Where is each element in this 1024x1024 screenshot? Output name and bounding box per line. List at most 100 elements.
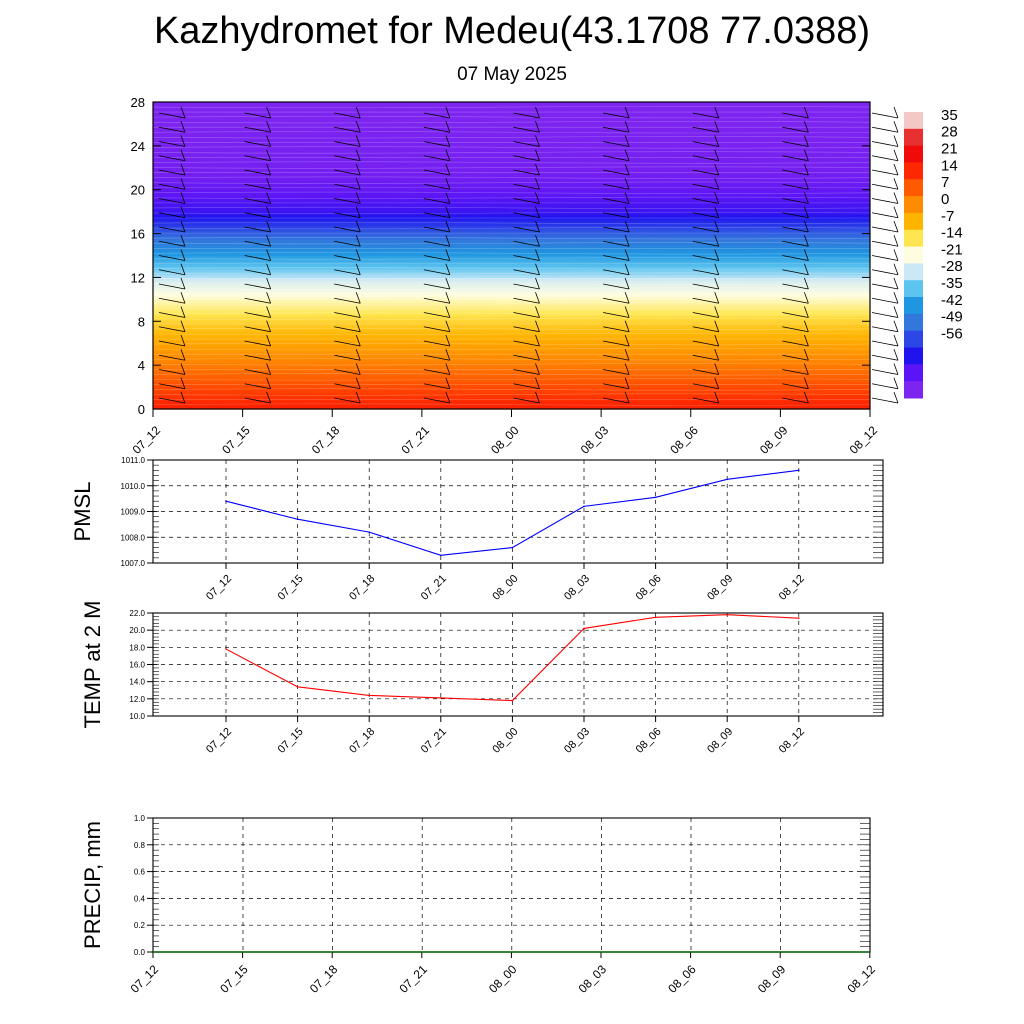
data-point [726, 478, 728, 481]
wind-barb-flag [535, 206, 540, 218]
colorbar-label: -49 [941, 309, 963, 326]
y-axis-label: PRECIP, mm [80, 821, 105, 949]
temperature-band [153, 370, 870, 374]
x-tick-label: 07_12 [204, 573, 234, 603]
wind-barb-flag [355, 106, 361, 119]
temperature-band [153, 132, 870, 136]
temperature-band [153, 307, 870, 311]
wind-barb [158, 269, 186, 276]
heatmap-x-tick-label: 08_06 [667, 423, 701, 457]
wind-barb-flag [624, 320, 630, 332]
wind-barb-flag [893, 277, 899, 290]
wind-barb [692, 112, 719, 119]
wind-barb-flag [803, 178, 809, 190]
wind-barb-flag [355, 363, 361, 375]
wind-barb-flag [180, 206, 186, 218]
wind-barb-flag [714, 121, 720, 133]
wind-barb-flag [535, 178, 540, 190]
temperature-band [153, 293, 870, 298]
wind-barb-flag [893, 249, 899, 261]
colorbar-segment [904, 145, 923, 163]
temperature-band [153, 121, 870, 125]
wind-barb-flag [803, 349, 809, 361]
temperature-band [153, 239, 870, 243]
temperature-band [153, 310, 870, 314]
wind-barb [871, 240, 899, 247]
data-point [368, 531, 371, 533]
temperature-band [153, 340, 870, 344]
wind-barb-flag [714, 149, 720, 161]
isoline [152, 302, 871, 305]
x-tick-label: 07_15 [276, 573, 306, 603]
wind-barb-flag [714, 263, 720, 275]
wind-barb-flag [445, 263, 451, 275]
colorbar-label: 35 [941, 107, 958, 124]
wind-barb-flag [445, 306, 451, 318]
wind-barb-flag [624, 121, 630, 133]
temperature-band [153, 406, 870, 410]
wind-barb-flag [803, 306, 809, 318]
temperature-band [153, 228, 870, 232]
temperature-band [153, 326, 870, 331]
wind-barb [871, 155, 899, 162]
data-point [440, 697, 442, 699]
x-tick-label: 07_21 [419, 726, 449, 756]
wind-barb [334, 312, 361, 318]
temperature-band [153, 126, 870, 131]
wind-barb-flag [535, 349, 540, 361]
wind-barb-flag [893, 163, 899, 176]
temperature-band [153, 260, 870, 265]
wind-barb [423, 312, 450, 318]
wind-barb [782, 240, 809, 247]
line-panel-2: 10.0 12.0 14.0 16.0 18.0 20.0 22.0 07_12 07_15 07… [80, 601, 884, 756]
heatmap-x-tick-label: 07_18 [309, 423, 343, 457]
colorbar-segment [904, 364, 923, 382]
x-tick-label: 07_21 [396, 962, 430, 996]
colorbar-segment [904, 280, 923, 298]
wind-barb [603, 269, 630, 276]
wind-barb [158, 198, 186, 204]
temperature-band [153, 373, 870, 377]
x-tick-label: 07_12 [128, 962, 162, 996]
temperature-band [153, 252, 870, 257]
wind-barb-flag [624, 106, 630, 119]
wind-barb-flag [803, 106, 809, 119]
wind-barb [158, 283, 186, 290]
wind-barb-flag [355, 377, 361, 389]
colorbar-label: 21 [941, 140, 958, 157]
wind-barb-flag [180, 135, 186, 147]
isoline [152, 121, 871, 124]
temperature-band [153, 110, 870, 114]
wind-barb [244, 183, 271, 190]
wind-barb-flag [714, 292, 720, 304]
wind-barb [513, 226, 540, 233]
wind-barb [334, 340, 361, 347]
wind-barb-flag [445, 249, 451, 261]
temperature-band [153, 348, 870, 353]
wind-barb-flag [893, 192, 899, 204]
temperature-band [153, 186, 870, 191]
wind-barb [692, 141, 719, 147]
wind-barb [334, 155, 361, 162]
wind-barb-flag [714, 249, 720, 261]
temperature-band [153, 255, 870, 259]
wind-barb-flag [355, 149, 361, 161]
wind-barb-flag [535, 220, 540, 233]
colorbar-segment [904, 381, 923, 399]
data-point [583, 627, 585, 630]
wind-barb-flag [445, 277, 451, 290]
temperature-band [153, 362, 870, 366]
line-panel-1: 1007.0 1008.0 1009.0 1010.0 1011.0 07_12 07_15… [70, 456, 884, 603]
wind-barb-flag [624, 263, 630, 275]
wind-barb-flag [893, 121, 899, 133]
temperature-band [153, 271, 870, 276]
wind-barb-flag [266, 306, 272, 318]
wind-barb [692, 326, 719, 333]
colorbar-segment [904, 246, 923, 264]
wind-barb [158, 141, 186, 147]
wind-barb [782, 326, 809, 333]
temperature-band [153, 302, 870, 306]
temperature-band [153, 137, 870, 141]
wind-barb-flag [893, 178, 899, 190]
temperature-band [153, 165, 870, 169]
